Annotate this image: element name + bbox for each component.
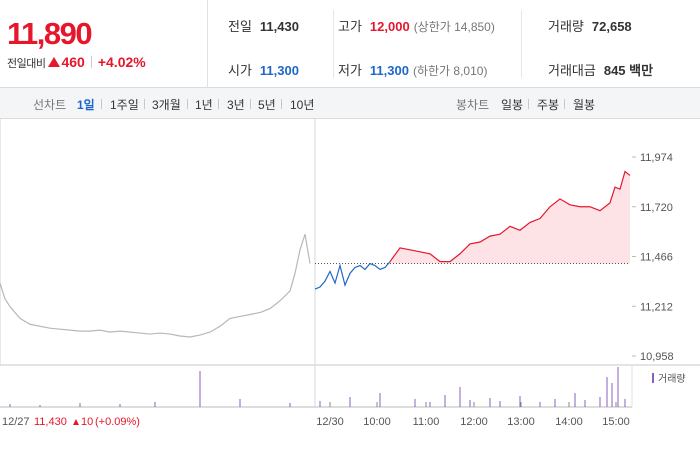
current-price: 11,890 <box>7 16 93 51</box>
volume-bars <box>9 367 626 407</box>
chart-period-bar: 선차트 1일 1주일 3개월 1년 3년 5년 10년 봉차트 일봉 주봉 월봉 <box>0 88 700 119</box>
stat-trade-value: 거래대금 845 백만 <box>548 63 654 78</box>
stat-low: 저가 11,300 (하한가 8,010) <box>338 63 488 78</box>
x-tick-label: 13:00 <box>507 416 535 428</box>
divider <box>333 10 334 78</box>
y-tick-label: 10,958 <box>640 351 674 363</box>
x-tick-label: 11:00 <box>413 416 440 428</box>
below-prev-close-line <box>314 261 391 290</box>
stat-open: 시가 11,300 <box>228 63 299 78</box>
stat-high: 고가 12,000 (상한가 14,850) <box>338 19 495 34</box>
divider <box>521 10 522 78</box>
period-3y[interactable]: 3년 <box>227 98 245 112</box>
prev-day-line <box>0 233 311 338</box>
y-tick-label: 11,720 <box>640 202 673 214</box>
candle-weekly[interactable]: 주봉 <box>537 98 560 112</box>
prev-day-close: 11,430 <box>34 416 67 428</box>
y-tick-label: 11,212 <box>640 301 673 313</box>
x-axis: 12/30 10:00 11:00 12:00 13:00 14:00 15:00 <box>316 416 630 428</box>
up-area-fill <box>390 171 630 264</box>
period-1w[interactable]: 1주일 <box>110 98 139 112</box>
change-value: 460 <box>61 54 85 70</box>
prev-day-change: 10 <box>81 416 93 428</box>
prev-day-date: 12/27 <box>2 416 30 428</box>
period-10y[interactable]: 10년 <box>290 98 315 112</box>
price-chart: 11,974 11,720 11,466 11,212 10,958 12/30 10:0… <box>0 119 700 428</box>
volume-legend-label: 거래량 <box>658 373 686 385</box>
volume-legend-swatch <box>652 373 654 383</box>
stat-prev-close: 전일 11,430 <box>228 19 299 34</box>
x-tick-label: 15:00 <box>602 416 630 428</box>
y-tick-label: 11,974 <box>640 152 673 164</box>
up-arrow-icon <box>48 57 61 67</box>
change-label: 전일대비 <box>7 58 46 70</box>
above-prev-close-line <box>389 170 631 263</box>
divider <box>90 56 92 68</box>
divider <box>564 99 565 109</box>
line-chart-label: 선차트 <box>33 98 67 112</box>
up-arrow-icon <box>73 419 79 425</box>
change-percent: +4.02% <box>97 54 146 70</box>
candle-daily[interactable]: 일봉 <box>501 98 524 112</box>
price-summary: 11,890 전일대비 460 +4.02% <box>0 0 208 88</box>
divider <box>101 99 102 109</box>
y-tick-label: 11,466 <box>640 252 673 264</box>
stat-volume: 거래량 72,658 <box>548 19 632 34</box>
divider <box>144 99 145 109</box>
divider <box>528 99 529 109</box>
candle-chart-label: 봉차트 <box>456 98 490 112</box>
x-tick-label: 12:00 <box>460 416 488 428</box>
grid <box>314 119 636 407</box>
period-3m[interactable]: 3개월 <box>152 98 181 112</box>
x-tick-label: 14:00 <box>555 416 583 428</box>
candle-monthly[interactable]: 월봉 <box>573 98 596 112</box>
prev-day-percent: (+0.09%) <box>95 416 140 428</box>
divider <box>250 99 251 109</box>
x-tick-label: 10:00 <box>363 416 391 428</box>
price-lines <box>0 170 631 338</box>
divider <box>281 99 282 109</box>
period-1d[interactable]: 1일 <box>77 98 95 112</box>
period-5y[interactable]: 5년 <box>258 98 276 112</box>
quote-header: 11,890 전일대비 460 +4.02% 전일 11,430 고가 12,000 (상… <box>0 0 700 88</box>
area-fill <box>390 171 630 264</box>
divider <box>218 99 219 109</box>
divider <box>187 99 188 109</box>
x-tick-label: 12/30 <box>316 416 344 428</box>
change-row: 전일대비 460 +4.02% <box>7 54 146 71</box>
period-1y[interactable]: 1년 <box>195 98 213 112</box>
y-axis: 11,974 11,720 11,466 11,212 10,958 <box>640 152 674 363</box>
